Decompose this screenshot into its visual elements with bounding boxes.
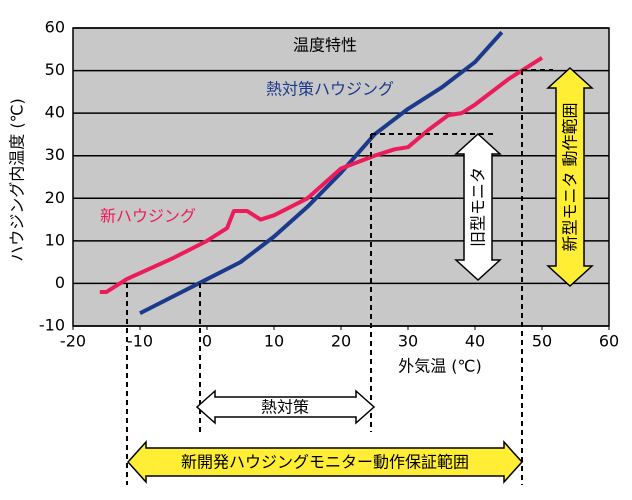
x-tick-label: 20 bbox=[331, 332, 351, 351]
x-tick-label: 60 bbox=[599, 332, 619, 351]
x-tick-label: 50 bbox=[532, 332, 552, 351]
plot-area bbox=[72, 27, 610, 327]
series-label: 熱対策ハウジング bbox=[266, 80, 394, 99]
lines bbox=[99, 30, 544, 316]
x-tick-label: 0 bbox=[202, 332, 212, 351]
y-tick-label: 10 bbox=[45, 230, 65, 249]
arrow bbox=[195, 389, 376, 425]
series-line bbox=[139, 30, 504, 316]
chart-title: 温度特性 bbox=[293, 36, 357, 55]
y-tick-label: -10 bbox=[39, 316, 65, 335]
x-tick-label: 30 bbox=[398, 332, 418, 351]
y-tick-label: 50 bbox=[45, 60, 65, 79]
grid bbox=[72, 27, 610, 330]
arrow bbox=[126, 440, 524, 484]
x-tick-label: 10 bbox=[264, 332, 284, 351]
y-tick-label: 40 bbox=[45, 103, 65, 122]
annotation: 新開発ハウジングモニター動作保証範囲 bbox=[181, 453, 469, 472]
y-tick-label: 20 bbox=[45, 188, 65, 207]
guide-line bbox=[126, 69, 553, 485]
annotation: 旧型モニタ bbox=[469, 167, 488, 247]
series-label: 新ハウジング bbox=[100, 207, 196, 226]
series-line bbox=[99, 56, 544, 294]
x-tick-label: 40 bbox=[465, 332, 485, 351]
y-tick-label: 60 bbox=[45, 18, 65, 37]
arrow bbox=[546, 66, 594, 288]
x-tick-label: -20 bbox=[60, 332, 86, 351]
annotation: 新型モニタ 動作範囲 bbox=[561, 102, 580, 251]
x-axis-label: 外気温 (℃) bbox=[398, 357, 482, 376]
x-tick-label: -10 bbox=[127, 332, 153, 351]
annotation: 熱対策 bbox=[261, 398, 309, 417]
y-tick-label: 0 bbox=[55, 273, 65, 292]
y-tick-label: 30 bbox=[45, 145, 65, 164]
arrow bbox=[454, 132, 502, 282]
y-axis-label: ハウジング内温度 (℃) bbox=[8, 98, 27, 262]
